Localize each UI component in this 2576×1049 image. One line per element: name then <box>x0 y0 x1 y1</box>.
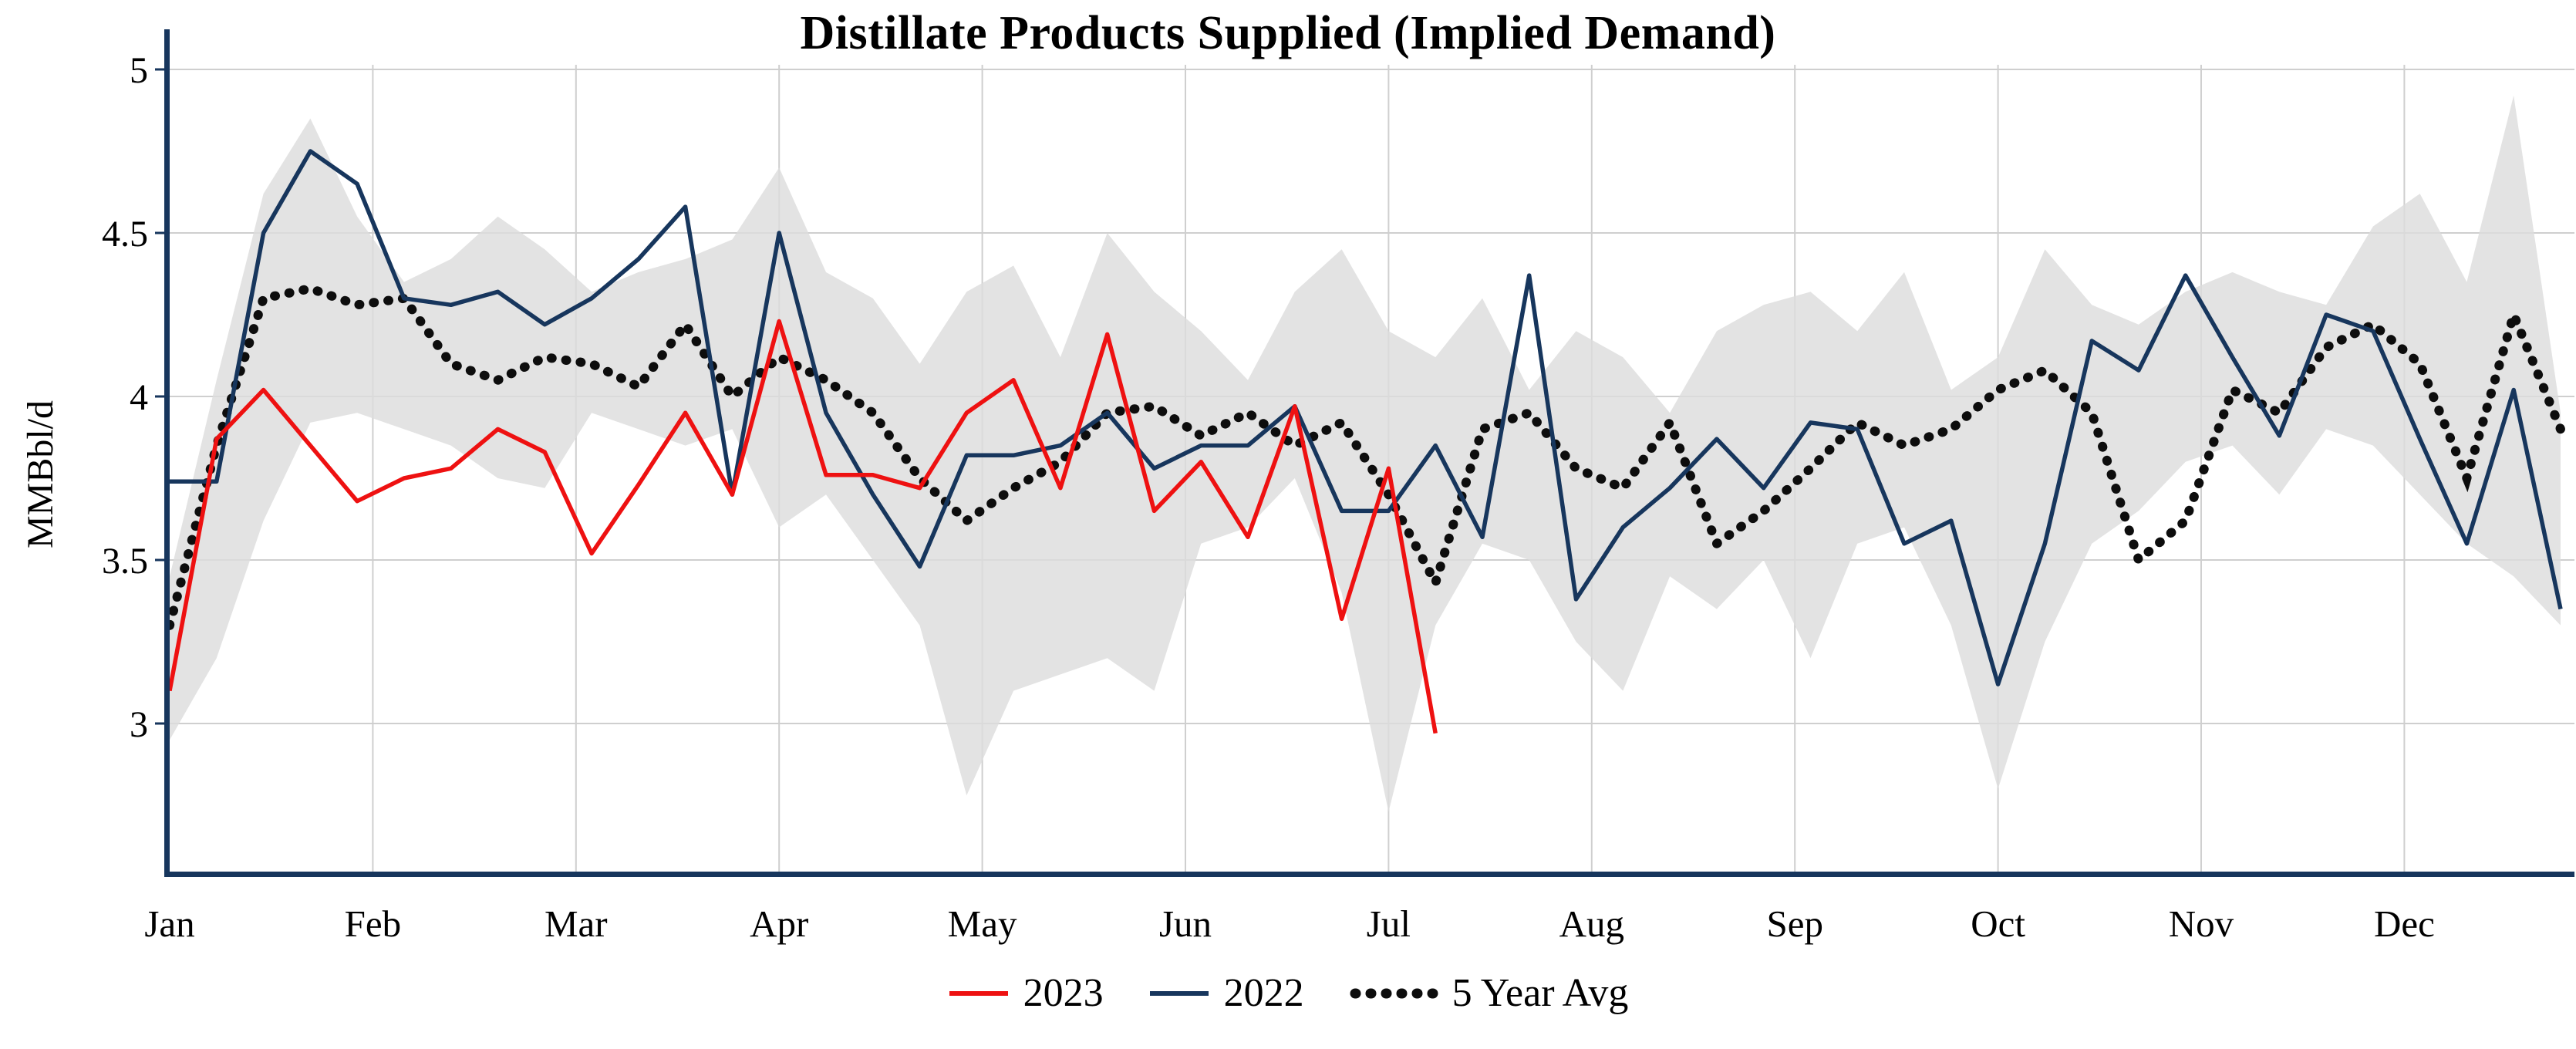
legend-label-5yr-avg: 5 Year Avg <box>1452 971 1629 1015</box>
x-tick-label-jun: Jun <box>1159 902 1212 945</box>
x-tick-label-apr: Apr <box>750 902 808 945</box>
y-tick-label: 3 <box>130 704 148 745</box>
y-tick-label: 4.5 <box>102 214 148 255</box>
plot-area: 5 4.5 4 3.5 3 Jan Feb Mar Apr May Jun Jul Aug Sep Oct N… <box>102 29 2574 945</box>
y-tick-label: 5 <box>130 50 148 91</box>
x-tick-label-dec: Dec <box>2374 902 2435 945</box>
x-tick-label-jan: Jan <box>144 902 194 945</box>
x-tick-label-aug: Aug <box>1559 902 1624 945</box>
series-2022-line <box>170 149 2563 686</box>
x-tick-label-jul: Jul <box>1367 902 1411 945</box>
legend: 2023 2022 5 Year Avg <box>0 970 2576 1016</box>
legend-line-2022 <box>1149 990 1209 996</box>
x-tick-label-sep: Sep <box>1766 902 1823 945</box>
y-tick-label: 4 <box>130 377 148 418</box>
legend-item-2022: 2022 <box>1148 970 1304 1016</box>
x-tick-label-oct: Oct <box>1971 902 2025 945</box>
y-tick-label: 3.5 <box>102 541 148 582</box>
legend-label-2023: 2023 <box>1023 971 1104 1015</box>
legend-line-2023 <box>949 990 1008 996</box>
series-5yr-avg-line <box>165 283 2565 630</box>
legend-item-2023: 2023 <box>948 970 1104 1016</box>
x-tick-label-nov: Nov <box>2169 902 2234 945</box>
legend-label-2022: 2022 <box>1223 971 1304 1015</box>
x-tick-label-may: May <box>948 902 1017 945</box>
legend-item-5yr-avg: 5 Year Avg <box>1349 970 1629 1016</box>
series-2023-line <box>167 319 1438 734</box>
chart-title: Distillate Products Supplied (Implied De… <box>800 7 1776 59</box>
x-tick-label-feb: Feb <box>345 902 402 945</box>
x-tick-label-mar: Mar <box>545 902 608 945</box>
legend-line-5yr-avg <box>1350 988 1438 998</box>
